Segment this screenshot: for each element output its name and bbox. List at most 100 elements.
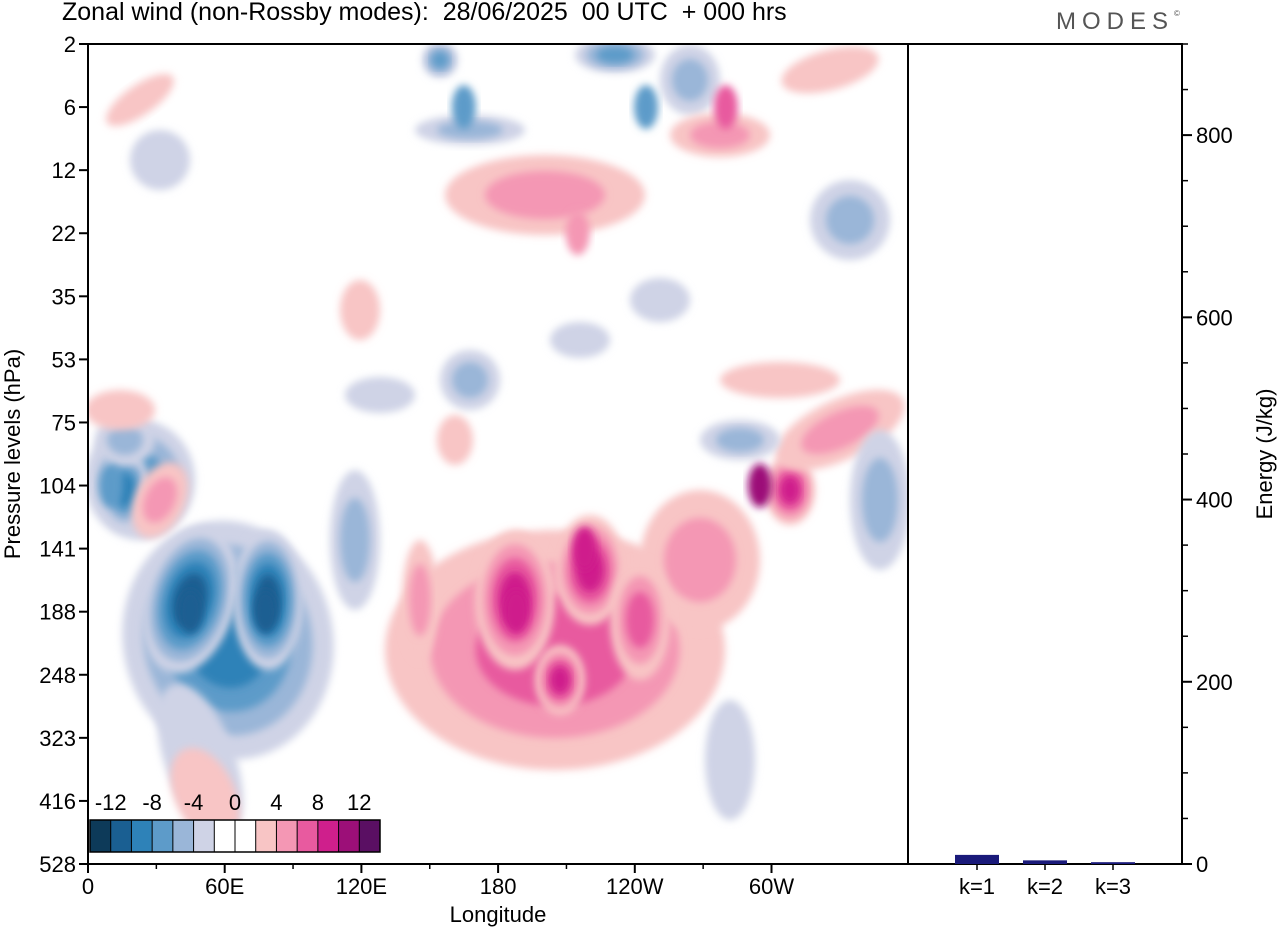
colorbar-tick-label: -12: [95, 790, 127, 815]
x-tick-label: 60E: [205, 874, 244, 899]
negative-contour-30-1: [716, 428, 764, 452]
energy-category-label: k=1: [959, 874, 995, 899]
heatmap-extremum-0: [178, 589, 203, 634]
energy-bar-k=2: [1023, 860, 1067, 864]
colorbar-tick-label: 12: [347, 790, 371, 815]
colorbar-swatch: [172, 820, 195, 852]
y-tick-label: 141: [39, 537, 76, 562]
heatmap-extremum-7: [634, 85, 659, 130]
y-tick-label: 22: [52, 221, 76, 246]
colorbar-tick-label: -8: [142, 790, 162, 815]
positive-contour-36-0: [437, 415, 473, 465]
chart-title: Zonal wind (non-Rossby modes): 28/06/202…: [62, 0, 787, 26]
heatmap-extremum-8: [565, 211, 590, 256]
heatmap-extremum-1: [253, 589, 278, 634]
brand-name: MODES: [1056, 8, 1175, 35]
colorbar-swatch: [359, 820, 381, 852]
colorbar-swatch: [255, 820, 277, 852]
positive-contour-13-3: [780, 476, 800, 504]
positive-contour-25-1: [485, 171, 605, 219]
colorbar-swatch: [90, 820, 112, 852]
energy-bar-k=3: [1091, 862, 1135, 864]
negative-contour-31-0: [345, 377, 415, 413]
negative-contour-39-0: [130, 130, 190, 190]
negative-contour-22-1: [672, 59, 708, 101]
x-tick-label: 0: [82, 874, 94, 899]
colorbar-swatch: [214, 820, 236, 852]
heatmap-extremum-3: [572, 526, 597, 571]
energy-panel: 0 200 400 600 800 k=1 k=2 k=3: [907, 43, 1233, 899]
positive-contour-15-2: [626, 592, 654, 648]
y-tick-label: 2: [64, 32, 76, 57]
x-axis: 0 60E 120E 180 120W 60W: [82, 864, 794, 899]
y-tick-label: 323: [39, 726, 76, 751]
x-tick-label: 180: [480, 874, 517, 899]
y-tick-label: 416: [39, 789, 76, 814]
positive-contour-27-0: [781, 46, 879, 94]
heatmap-extremum-5: [747, 463, 772, 508]
positive-contour-17-1: [143, 477, 177, 523]
positive-contour-11-1: [409, 564, 431, 636]
negative-contour-23-1: [826, 196, 874, 244]
x-axis-label: Longitude: [450, 902, 547, 927]
colorbar: -12 -8 -4 0 4 8 12: [89, 790, 381, 853]
energy-tick-label: 400: [1196, 488, 1233, 513]
negative-contour-20-2: [431, 51, 449, 69]
colorbar-swatch: [193, 820, 215, 852]
y-tick-label: 53: [52, 347, 76, 372]
heatmap-extremum-9: [713, 85, 738, 130]
negative-contour-34-0: [550, 322, 610, 358]
energy-panel-border: [907, 43, 1183, 865]
colorbar-swatch: [317, 820, 340, 852]
positive-contour-18-0: [170, 747, 240, 843]
colorbar-swatch: [152, 820, 174, 852]
y-axis: 2 6 12 22 35 53 75 104 141 188 248 323 416 528: [39, 32, 88, 877]
negative-contour-21-2: [596, 46, 634, 64]
negative-contour-7-1: [107, 425, 143, 455]
colorbar-swatch: [276, 820, 298, 852]
heatmap-extremum-6: [451, 85, 476, 130]
y-tick-label: 35: [52, 284, 76, 309]
colorbar-swatch: [297, 820, 319, 852]
positive-contour-28-0: [720, 362, 840, 398]
y-tick-label: 12: [52, 158, 76, 183]
heatmap-extremum-2: [98, 463, 123, 508]
heatmap-field: [88, 44, 908, 843]
x-tick-label: 120E: [336, 874, 387, 899]
colorbar-tick-label: 0: [229, 790, 241, 815]
energy-tick-label: 0: [1196, 852, 1208, 877]
positive-contour-35-0: [340, 280, 380, 340]
negative-contour-29-1: [452, 362, 488, 398]
positive-contour-32-0: [88, 390, 155, 430]
colorbar-swatch: [235, 820, 257, 852]
positive-contour-24-0: [106, 73, 174, 127]
y-tick-label: 104: [39, 474, 76, 499]
energy-axis-label: Energy (J/kg): [1252, 389, 1277, 520]
energy-bar-k=1: [955, 854, 999, 864]
positive-contour-26-1: [690, 121, 750, 149]
y-tick-label: 6: [64, 95, 76, 120]
negative-contour-37-1: [862, 458, 898, 542]
energy-category-label: k=3: [1095, 874, 1131, 899]
y-axis-label: Pressure levels (hPa): [0, 349, 25, 559]
energy-tick-label: 800: [1196, 123, 1233, 148]
x-tick-label: 120W: [606, 874, 664, 899]
y-tick-label: 248: [39, 663, 76, 688]
energy-tick-label: 200: [1196, 670, 1233, 695]
x-tick-label: 60W: [749, 874, 794, 899]
colorbar-tick-label: 4: [270, 790, 282, 815]
negative-contour-38-0: [705, 700, 755, 820]
y-tick-label: 188: [39, 600, 76, 625]
colorbar-tick-label: -4: [184, 790, 204, 815]
heatmap-extremum-4: [504, 589, 529, 634]
positive-contour-16-3: [550, 666, 570, 694]
y-tick-label: 528: [39, 852, 76, 877]
colorbar-swatch: [110, 820, 132, 852]
negative-contour-19-1: [437, 121, 503, 139]
energy-tick-label: 600: [1196, 305, 1233, 330]
brand-logo: MODES©: [1056, 8, 1180, 36]
positive-contour-12-1: [664, 518, 736, 602]
colorbar-swatch: [131, 820, 153, 852]
negative-contour-6-1: [340, 498, 370, 582]
